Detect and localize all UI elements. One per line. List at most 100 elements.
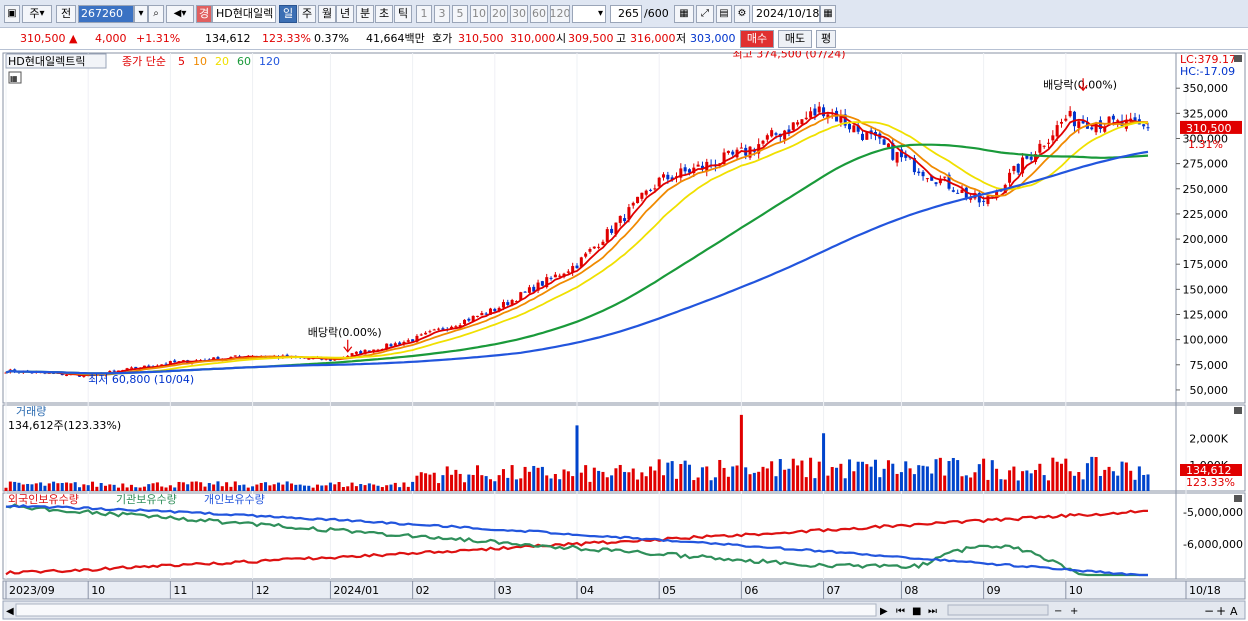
interval-3[interactable]: 3 xyxy=(434,5,450,23)
candle-body xyxy=(618,215,622,223)
close-panel-icon[interactable] xyxy=(1234,55,1242,62)
grid-icon[interactable]: ▦ xyxy=(674,5,694,23)
candle-body xyxy=(904,154,908,158)
sell-button[interactable]: 매도 xyxy=(778,30,812,48)
volume-bar xyxy=(277,482,281,491)
code-input[interactable]: 267260 xyxy=(78,5,134,23)
candle-body xyxy=(860,133,865,140)
candle-body xyxy=(82,374,86,377)
volume-bar xyxy=(843,478,847,491)
tab-period-3[interactable]: 년 xyxy=(336,5,354,23)
volume-bar xyxy=(406,486,410,491)
candle-body xyxy=(592,246,596,249)
interval-30[interactable]: 30 xyxy=(510,5,528,23)
volume-bar xyxy=(121,483,125,491)
volume-bar xyxy=(649,466,653,491)
stock-name: HD현대일렉 xyxy=(212,5,276,23)
interval-10[interactable]: 10 xyxy=(470,5,488,23)
zoom-minus-icon[interactable]: − xyxy=(1204,604,1214,618)
volume-bar xyxy=(30,484,34,491)
volume-bar xyxy=(454,469,458,491)
font-icon[interactable]: A xyxy=(1230,605,1238,618)
candle-body xyxy=(1038,143,1042,153)
moving-averages xyxy=(5,111,1149,377)
candle-body xyxy=(856,125,860,132)
period-select[interactable]: 주 ▾ xyxy=(22,5,52,23)
zoom-out-icon[interactable]: − xyxy=(1054,606,1062,617)
prev-button[interactable]: 전 xyxy=(56,5,76,23)
interval-120[interactable]: 120 xyxy=(550,5,570,23)
x-tick-label: 10 xyxy=(91,584,105,597)
volume-bar xyxy=(562,469,566,491)
count-input[interactable]: 265 xyxy=(610,5,642,23)
zoom-plus-icon[interactable]: + xyxy=(1216,604,1226,618)
date-input[interactable]: 2024/10/18 xyxy=(752,5,820,23)
tab-period-0[interactable]: 일 xyxy=(279,5,297,23)
candle-body xyxy=(666,174,670,180)
x-tick-label: 02 xyxy=(416,584,430,597)
volume-bar xyxy=(1034,469,1038,491)
volume-bar xyxy=(662,475,666,491)
volume-bar xyxy=(1016,480,1020,491)
volume-bar xyxy=(324,485,328,491)
gear-icon[interactable]: ⚙ xyxy=(734,5,750,23)
crosshair-icon[interactable]: ⤢ xyxy=(696,5,714,23)
tab-period-6[interactable]: 틱 xyxy=(394,5,412,23)
legend-ma-120: 120 xyxy=(259,55,280,68)
calendar-icon[interactable]: ▦ xyxy=(820,5,836,23)
code-dropdown-icon[interactable]: ▾ xyxy=(134,5,148,23)
volume-bar xyxy=(1116,475,1120,491)
zoom-in-icon[interactable]: + xyxy=(1070,606,1078,617)
candle-body xyxy=(212,357,216,361)
last-icon[interactable]: ⏭ xyxy=(928,606,937,617)
chevron-down-icon: ▾ xyxy=(598,8,604,19)
x-tick-label: 11 xyxy=(173,584,187,597)
first-icon[interactable]: ⏮ xyxy=(896,606,905,617)
volume-bar xyxy=(346,486,350,491)
zoom-slider[interactable] xyxy=(947,604,1049,616)
buy-button[interactable]: 매수 xyxy=(740,30,774,48)
volume-bar xyxy=(445,466,449,491)
save-icon[interactable]: ▤ xyxy=(716,5,732,23)
volume-bar xyxy=(912,474,916,491)
interval-20[interactable]: 20 xyxy=(490,5,508,23)
volume-bar xyxy=(52,481,56,491)
volume-bar xyxy=(657,459,661,491)
calculator-icon[interactable]: ▦ xyxy=(10,74,18,83)
close-panel-icon[interactable] xyxy=(1234,407,1242,414)
scroll-right-icon[interactable]: ▶ xyxy=(880,606,888,617)
tab-period-5[interactable]: 초 xyxy=(375,5,393,23)
candle-body xyxy=(406,340,410,342)
legend-stock-name: HD현대일렉트릭 xyxy=(8,54,85,68)
volume-bar xyxy=(372,484,376,491)
search-icon[interactable]: ⌕ xyxy=(148,5,164,23)
candle-body xyxy=(493,308,497,312)
candle-body xyxy=(147,365,151,367)
window-icon[interactable]: ▣ xyxy=(4,5,20,23)
interval-5[interactable]: 5 xyxy=(452,5,468,23)
tab-period-1[interactable]: 주 xyxy=(298,5,316,23)
interval-60[interactable]: 60 xyxy=(530,5,548,23)
interval-1[interactable]: 1 xyxy=(416,5,432,23)
scrollbar-thumb[interactable] xyxy=(15,603,877,617)
candle-body xyxy=(623,218,627,222)
candle-body xyxy=(328,358,332,361)
tab-period-4[interactable]: 분 xyxy=(356,5,374,23)
scroll-left-icon[interactable]: ◀ xyxy=(6,606,14,617)
candle-body xyxy=(943,176,947,178)
volume-bar xyxy=(125,487,129,491)
volume-bar xyxy=(748,474,752,491)
speaker-icon[interactable]: ◀▾ xyxy=(166,5,194,23)
count-dropdown[interactable]: ▾ xyxy=(572,5,606,23)
volume-bar xyxy=(848,459,852,491)
volume-bar xyxy=(151,483,155,491)
candle-body xyxy=(610,228,614,233)
close-panel-icon[interactable] xyxy=(1234,495,1242,502)
volume-bar xyxy=(614,468,618,491)
eval-button[interactable]: 평 xyxy=(816,30,836,48)
volume-bar xyxy=(73,482,77,491)
volume-bar xyxy=(259,482,263,491)
stop-icon[interactable]: ■ xyxy=(912,606,921,617)
volume-bar xyxy=(783,469,787,491)
tab-period-2[interactable]: 월 xyxy=(318,5,336,23)
